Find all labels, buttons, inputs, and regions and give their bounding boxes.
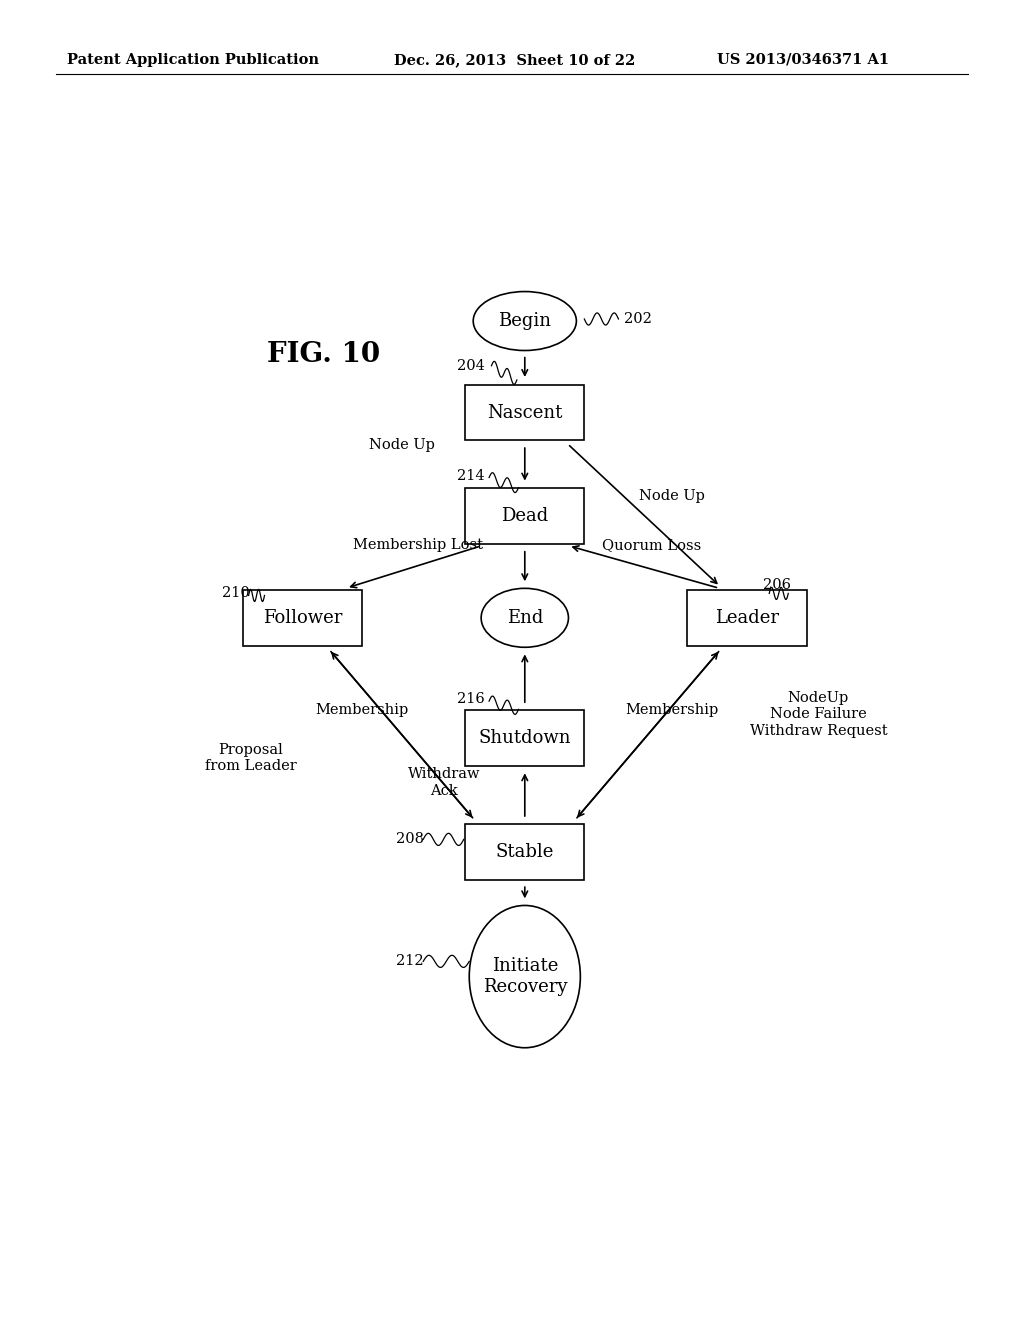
- Text: Node Up: Node Up: [639, 488, 705, 503]
- Text: Leader: Leader: [715, 609, 779, 627]
- FancyBboxPatch shape: [465, 488, 585, 544]
- FancyBboxPatch shape: [465, 710, 585, 766]
- Text: Stable: Stable: [496, 842, 554, 861]
- Text: US 2013/0346371 A1: US 2013/0346371 A1: [717, 53, 889, 67]
- Ellipse shape: [481, 589, 568, 647]
- Text: Initiate
Recovery: Initiate Recovery: [482, 957, 567, 997]
- Text: Follower: Follower: [263, 609, 342, 627]
- Text: 216: 216: [458, 692, 485, 706]
- Text: 204: 204: [458, 359, 485, 372]
- Text: Shutdown: Shutdown: [478, 729, 571, 747]
- Text: Nascent: Nascent: [487, 404, 562, 421]
- Text: 208: 208: [396, 833, 424, 846]
- Text: 202: 202: [624, 312, 652, 326]
- Text: 210: 210: [221, 586, 250, 601]
- FancyBboxPatch shape: [243, 590, 362, 645]
- Text: 214: 214: [458, 469, 485, 483]
- Text: Dead: Dead: [501, 507, 549, 525]
- Text: 206: 206: [763, 578, 791, 593]
- Text: Membership Lost: Membership Lost: [352, 537, 482, 552]
- Text: End: End: [507, 609, 543, 627]
- Text: 212: 212: [396, 954, 424, 969]
- Text: Dec. 26, 2013  Sheet 10 of 22: Dec. 26, 2013 Sheet 10 of 22: [394, 53, 636, 67]
- Text: Node Up: Node Up: [369, 438, 435, 451]
- Text: Membership: Membership: [625, 704, 718, 717]
- FancyBboxPatch shape: [465, 824, 585, 879]
- Text: Proposal
from Leader: Proposal from Leader: [205, 743, 297, 774]
- Ellipse shape: [473, 292, 577, 351]
- FancyBboxPatch shape: [687, 590, 807, 645]
- Text: Membership: Membership: [315, 704, 409, 717]
- Text: Withdraw
Ack: Withdraw Ack: [408, 767, 480, 797]
- Text: Patent Application Publication: Patent Application Publication: [67, 53, 318, 67]
- Text: FIG. 10: FIG. 10: [267, 341, 380, 368]
- FancyBboxPatch shape: [465, 384, 585, 441]
- Text: Begin: Begin: [499, 312, 551, 330]
- Text: Quorum Loss: Quorum Loss: [602, 537, 701, 552]
- Circle shape: [469, 906, 581, 1048]
- Text: NodeUp
Node Failure
Withdraw Request: NodeUp Node Failure Withdraw Request: [750, 692, 887, 738]
